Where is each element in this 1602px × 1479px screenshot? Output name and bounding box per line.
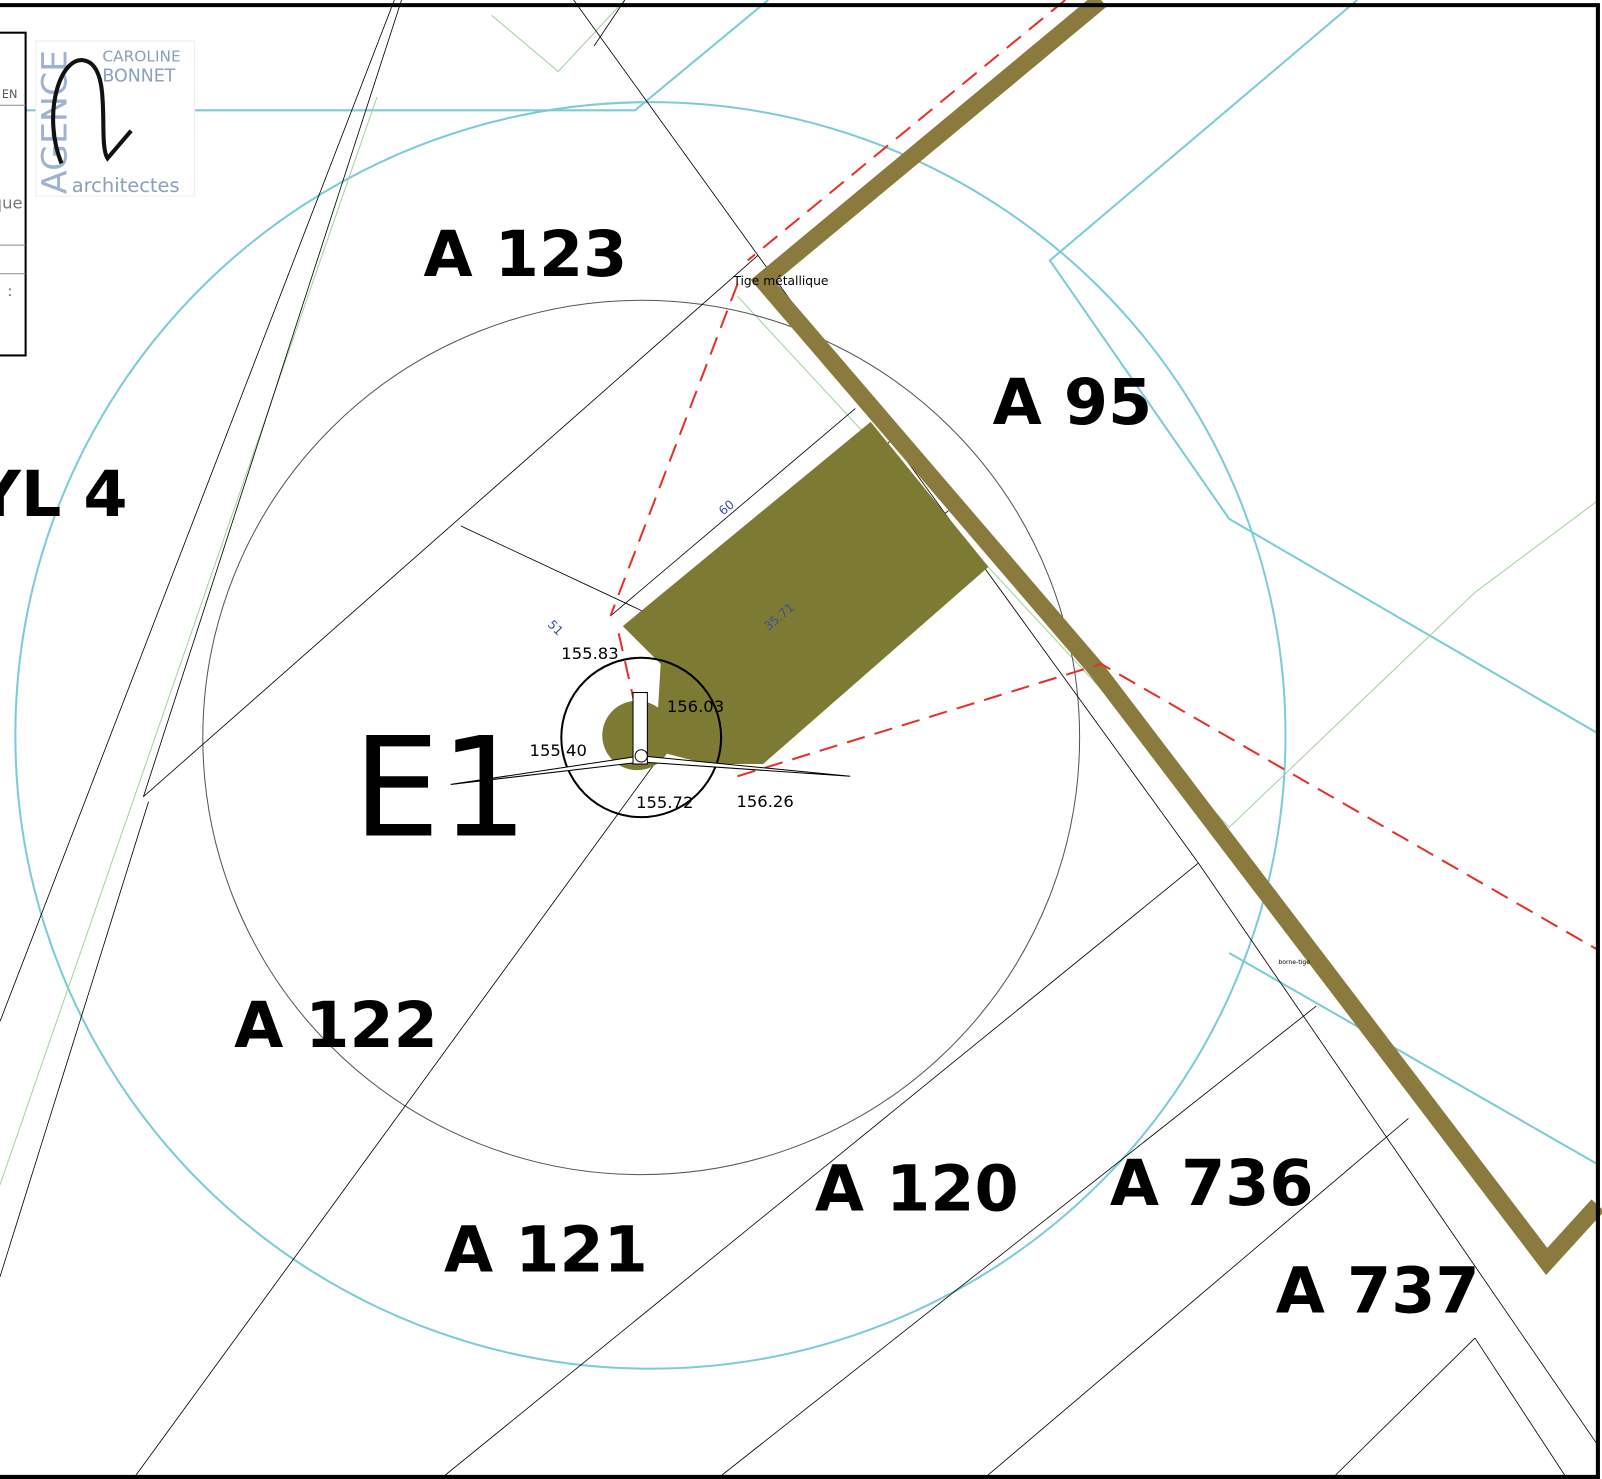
parcel-label: YL 4 xyxy=(0,457,128,531)
radius-circle xyxy=(202,299,1081,1176)
elevation: 155.72 xyxy=(636,793,693,812)
hub xyxy=(634,749,648,763)
parcel-label: A 121 xyxy=(444,1213,648,1287)
annotation: borne-tige xyxy=(1278,959,1310,966)
road xyxy=(750,0,1602,1276)
elevation: 155.40 xyxy=(530,741,587,760)
parcel-labels: A 123 A 95 YL 4 A 122 A 121 A 120 A 736 … xyxy=(0,217,1480,1328)
parcel-label: A 737 xyxy=(1276,1254,1480,1328)
title-fragment: : xyxy=(7,284,12,300)
title-fragment: EN xyxy=(2,88,18,101)
logo-text: AGENCE xyxy=(36,50,76,194)
parcel-label: A 95 xyxy=(993,365,1153,439)
logo: AGENCE CAROLINE BONNET architectes xyxy=(35,40,196,197)
cyan-boundaries xyxy=(0,0,1599,1370)
nacelle xyxy=(632,692,648,765)
parcel-label: A 123 xyxy=(424,217,628,291)
parcel-label: A 122 xyxy=(234,988,438,1062)
logo-text: architectes xyxy=(72,174,180,197)
parcel-label: A 736 xyxy=(1110,1146,1314,1220)
logo-text: BONNET xyxy=(102,67,175,87)
turbine-circle xyxy=(560,656,723,819)
elevation: 155.83 xyxy=(561,644,618,663)
rotor xyxy=(450,755,851,785)
elevation: 156.03 xyxy=(667,697,724,716)
title-fragment: que xyxy=(0,193,23,212)
elevation: 156.26 xyxy=(736,792,793,811)
logo-signature xyxy=(51,58,133,165)
turbine-label: E1 xyxy=(353,708,528,869)
annotation: Tige métallique xyxy=(732,274,828,288)
logo-text: CAROLINE xyxy=(102,47,180,65)
frame xyxy=(0,3,1600,1479)
parcel-label: A 120 xyxy=(815,1151,1019,1225)
title-block: EN que : xyxy=(0,31,27,357)
